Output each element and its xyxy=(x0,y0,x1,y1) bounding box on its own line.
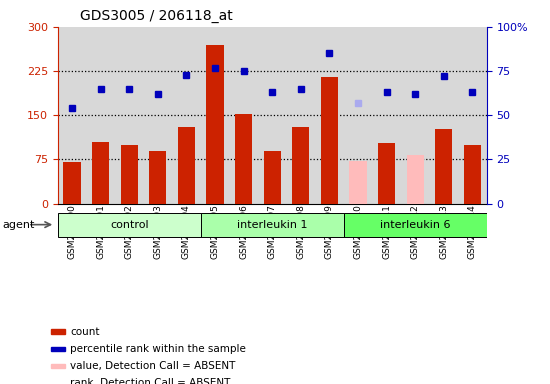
Text: GSM211512: GSM211512 xyxy=(411,204,420,259)
Bar xyxy=(401,27,430,204)
Text: GDS3005 / 206118_at: GDS3005 / 206118_at xyxy=(80,9,233,23)
Text: GSM211510: GSM211510 xyxy=(354,204,362,259)
Bar xyxy=(315,27,344,204)
Text: count: count xyxy=(70,327,100,337)
Bar xyxy=(406,155,424,204)
Bar xyxy=(63,162,81,204)
FancyBboxPatch shape xyxy=(201,213,344,237)
Bar xyxy=(458,27,487,204)
Bar xyxy=(201,27,229,204)
Text: value, Detection Call = ABSENT: value, Detection Call = ABSENT xyxy=(70,361,235,371)
Bar xyxy=(120,145,138,204)
Bar xyxy=(263,151,281,204)
Bar xyxy=(235,114,252,204)
Text: GSM211504: GSM211504 xyxy=(182,204,191,259)
FancyBboxPatch shape xyxy=(58,213,201,237)
Text: interleukin 1: interleukin 1 xyxy=(237,220,307,230)
Bar xyxy=(435,129,453,204)
Bar xyxy=(86,27,115,204)
Bar xyxy=(92,142,109,204)
Bar xyxy=(115,27,144,204)
FancyBboxPatch shape xyxy=(51,364,65,368)
Bar xyxy=(378,143,395,204)
Bar xyxy=(349,161,367,204)
Bar xyxy=(321,77,338,204)
Text: GSM211503: GSM211503 xyxy=(153,204,162,259)
Text: GSM211508: GSM211508 xyxy=(296,204,305,259)
Bar xyxy=(292,127,310,204)
Bar xyxy=(58,27,86,204)
Text: GSM211514: GSM211514 xyxy=(468,204,477,259)
Bar xyxy=(258,27,287,204)
Bar xyxy=(372,27,401,204)
FancyBboxPatch shape xyxy=(51,381,65,384)
Text: control: control xyxy=(110,220,148,230)
Bar xyxy=(229,27,258,204)
Text: GSM211507: GSM211507 xyxy=(268,204,277,259)
Text: interleukin 6: interleukin 6 xyxy=(380,220,450,230)
FancyBboxPatch shape xyxy=(51,347,65,351)
FancyBboxPatch shape xyxy=(51,329,65,334)
Text: percentile rank within the sample: percentile rank within the sample xyxy=(70,344,246,354)
Bar xyxy=(344,27,372,204)
Bar xyxy=(149,151,167,204)
Bar xyxy=(178,127,195,204)
Bar xyxy=(172,27,201,204)
Bar xyxy=(287,27,315,204)
Text: GSM211501: GSM211501 xyxy=(96,204,105,259)
Text: GSM211506: GSM211506 xyxy=(239,204,248,259)
FancyBboxPatch shape xyxy=(344,213,487,237)
Bar xyxy=(430,27,458,204)
Text: GSM211511: GSM211511 xyxy=(382,204,391,259)
Bar xyxy=(206,45,224,204)
Text: GSM211509: GSM211509 xyxy=(325,204,334,259)
Text: GSM211500: GSM211500 xyxy=(68,204,76,259)
Text: GSM211502: GSM211502 xyxy=(125,204,134,259)
Text: rank, Detection Call = ABSENT: rank, Detection Call = ABSENT xyxy=(70,378,230,384)
Bar xyxy=(464,145,481,204)
Text: GSM211505: GSM211505 xyxy=(211,204,219,259)
Text: agent: agent xyxy=(3,220,35,230)
Text: GSM211513: GSM211513 xyxy=(439,204,448,259)
Bar xyxy=(144,27,172,204)
